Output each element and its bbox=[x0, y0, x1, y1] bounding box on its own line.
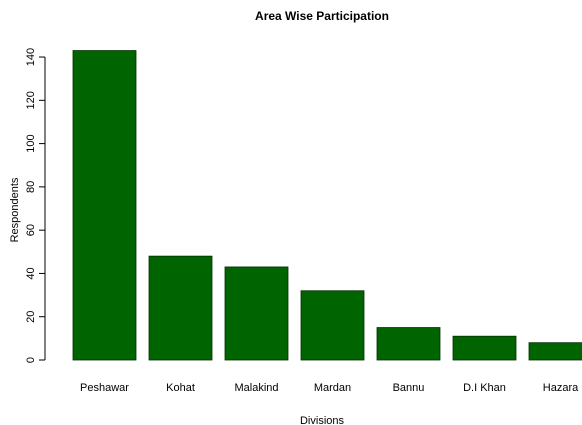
y-tick-label: 140 bbox=[25, 48, 37, 66]
chart-title: Area Wise Participation bbox=[255, 9, 389, 23]
x-tick-label: D.I Khan bbox=[463, 382, 506, 394]
bar bbox=[72, 50, 137, 361]
bar bbox=[528, 342, 582, 361]
x-tick-label: Malakind bbox=[234, 382, 278, 394]
x-tick-label: Mardan bbox=[314, 382, 351, 394]
y-axis-label: Respondents bbox=[9, 177, 21, 242]
y-tick-label: 120 bbox=[25, 91, 37, 109]
y-tick-label: 40 bbox=[25, 267, 37, 279]
y-tick-label: 100 bbox=[25, 134, 37, 152]
x-tick-label: Bannu bbox=[393, 382, 425, 394]
bar bbox=[376, 327, 441, 361]
y-tick-label: 0 bbox=[25, 357, 37, 363]
bar bbox=[452, 335, 517, 361]
bar bbox=[224, 266, 289, 361]
y-tick-label: 80 bbox=[25, 181, 37, 193]
x-tick-label: Kohat bbox=[166, 382, 195, 394]
bar bbox=[148, 255, 213, 361]
y-tick-label: 20 bbox=[25, 311, 37, 323]
bar bbox=[300, 290, 365, 361]
x-tick-label: Hazara bbox=[543, 382, 579, 394]
x-tick-label: Peshawar bbox=[80, 382, 129, 394]
y-tick-label: 60 bbox=[25, 224, 37, 236]
x-axis-label: Divisions bbox=[300, 415, 345, 425]
